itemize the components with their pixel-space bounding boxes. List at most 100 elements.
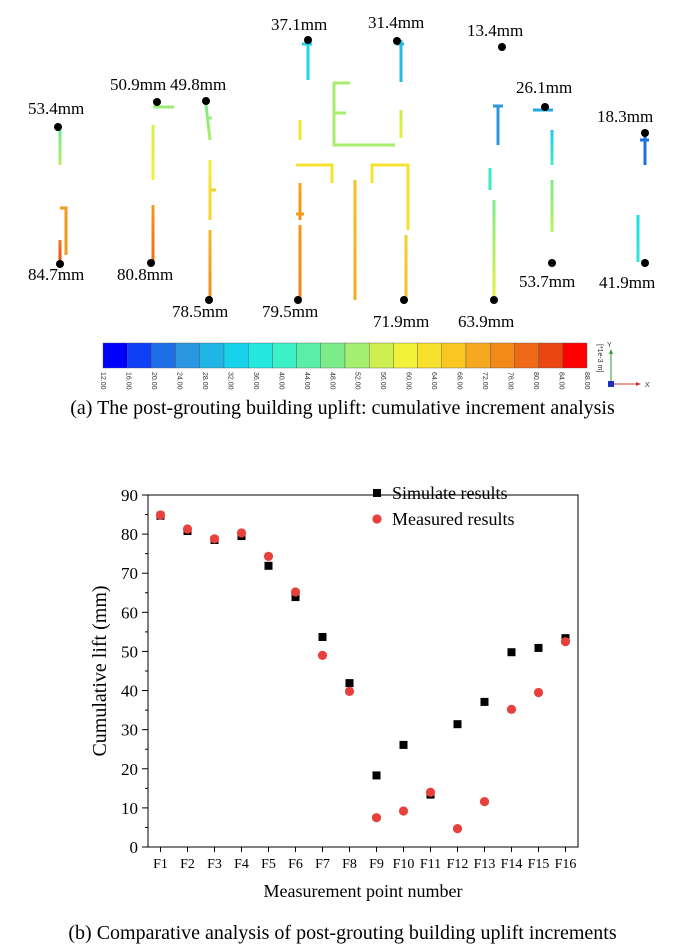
color-scale-swatch	[538, 342, 563, 369]
measurement-point-marker	[641, 259, 649, 267]
color-scale-swatch	[514, 342, 539, 369]
measured-point	[506, 704, 517, 714]
color-scale-swatch	[562, 342, 588, 369]
color-scale-swatch	[490, 342, 515, 369]
simulate-point	[453, 720, 462, 729]
x-tick-label: F3	[207, 857, 222, 872]
legend-square-marker	[373, 489, 381, 497]
uplift-annotation: 50.9mm	[110, 75, 166, 94]
x-tick-label: F4	[234, 857, 249, 872]
uplift-annotation: 41.9mm	[599, 273, 655, 292]
color-scale-swatch	[175, 342, 201, 369]
x-axis: F1 F2 F3 F4 F5 F6 F7 F8 F9 F10 F11 F12 F13 F14 F15 F16	[153, 847, 576, 872]
color-scale-tick-label: 28.00	[201, 372, 208, 390]
uplift-annotation: 63.9mm	[458, 312, 514, 331]
y-tick-label: 50	[121, 642, 138, 661]
measurement-point-marker	[294, 296, 302, 304]
x-tick-label: F12	[447, 857, 469, 872]
color-scale-tick-label: 72.00	[481, 372, 488, 390]
axis-y-label: Y	[607, 342, 612, 349]
color-scale-swatch	[126, 342, 152, 369]
y-tick-label: 20	[121, 760, 138, 779]
caption-b: (b) Comparative analysis of post-groutin…	[68, 922, 617, 944]
measured-point	[236, 528, 247, 538]
uplift-contour-drawing	[58, 38, 649, 300]
x-tick-label: F9	[369, 857, 384, 872]
simulate-point	[291, 593, 300, 602]
caption-a: (a) The post-grouting building uplift: c…	[70, 397, 615, 419]
color-scale-swatch	[247, 342, 273, 369]
measurement-point-marker	[498, 43, 506, 51]
color-scale-tick-label: 32.00	[226, 372, 233, 390]
measured-point	[425, 787, 436, 797]
simulate-point	[480, 697, 489, 706]
plot-frame	[147, 494, 579, 848]
color-scale-tick-label: 88.00	[583, 372, 590, 390]
y-tick-label: 0	[130, 838, 139, 857]
measurement-point-marker	[400, 296, 408, 304]
measured-point	[182, 524, 193, 534]
legend: Simulate results Measured results	[372, 483, 514, 529]
contour-segment	[296, 163, 334, 183]
legend-circle-marker	[372, 514, 382, 524]
y-tick-label: 10	[121, 799, 138, 818]
color-scale-swatch	[465, 342, 491, 369]
simulate-point	[372, 771, 381, 780]
x-tick-label: F2	[180, 857, 195, 872]
measurement-point-marker	[153, 98, 161, 106]
color-scale-tick-label: 24.00	[175, 372, 182, 390]
color-scale-tick-label: 80.00	[532, 372, 539, 390]
x-tick-label: F16	[555, 857, 577, 872]
measured-point	[263, 551, 274, 562]
simulate-point	[318, 632, 327, 641]
contour-figure: 53.4mm 50.9mm 49.8mm 37.1mm 31.4mm 13.4mm 26.1…	[28, 13, 655, 390]
measurement-point-marker	[548, 259, 556, 267]
color-scale-tick-label: 48.00	[328, 372, 335, 390]
measured-point	[479, 797, 490, 807]
y-tick-label: 60	[121, 603, 138, 622]
color-scale-tick-label: 20.00	[150, 372, 157, 390]
simulate-point	[534, 643, 543, 652]
simulate-point	[507, 648, 516, 657]
measured-point	[533, 687, 544, 698]
uplift-annotation: 71.9mm	[373, 312, 429, 331]
color-scale-swatch	[320, 342, 346, 369]
measured-point	[155, 510, 166, 520]
legend-entry-label: Measured results	[392, 509, 514, 529]
color-scale-tick-label: 68.00	[456, 372, 463, 390]
x-tick-label: F5	[261, 857, 276, 872]
data-series	[155, 510, 571, 834]
x-axis-title: Measurement point number	[264, 881, 463, 901]
measurement-point-marker	[147, 259, 155, 267]
y-axis-title: Cumulative lift (mm)	[89, 585, 111, 756]
measurement-point-marker	[490, 296, 498, 304]
color-scale-tick-label: 76.00	[507, 372, 514, 390]
measurement-point-marker	[202, 97, 210, 105]
color-scale-tick-label: 52.00	[354, 372, 361, 390]
color-scale-swatch	[369, 342, 394, 369]
color-scale-tick-label: 56.00	[379, 372, 386, 390]
color-scale-swatch	[199, 342, 225, 369]
measured-point	[371, 813, 382, 823]
color-scale-swatch	[393, 342, 418, 369]
uplift-annotation: 53.7mm	[519, 272, 575, 291]
simulate-point	[399, 740, 408, 749]
measurement-point-marker	[54, 123, 62, 131]
x-tick-label: F13	[474, 857, 496, 872]
axis-x-label: X	[645, 382, 650, 389]
color-scale-swatch	[102, 342, 128, 369]
measurement-markers	[54, 36, 649, 304]
axis-triad-icon: Y X [*1e-3 m]	[596, 342, 650, 389]
measurement-point-marker	[56, 260, 64, 268]
measurement-point-marker	[393, 37, 401, 45]
x-tick-label: F10	[393, 857, 415, 872]
uplift-annotation: 18.3mm	[597, 107, 653, 126]
y-tick-label: 70	[121, 564, 138, 583]
contour-segment	[370, 163, 410, 230]
color-scale-swatch	[151, 342, 176, 369]
uplift-annotation: 78.5mm	[172, 302, 228, 321]
color-scale-tick-label: 36.00	[252, 372, 259, 390]
uplift-annotation: 26.1mm	[516, 78, 572, 97]
color-scale-tick-label: 12.00	[99, 372, 106, 390]
